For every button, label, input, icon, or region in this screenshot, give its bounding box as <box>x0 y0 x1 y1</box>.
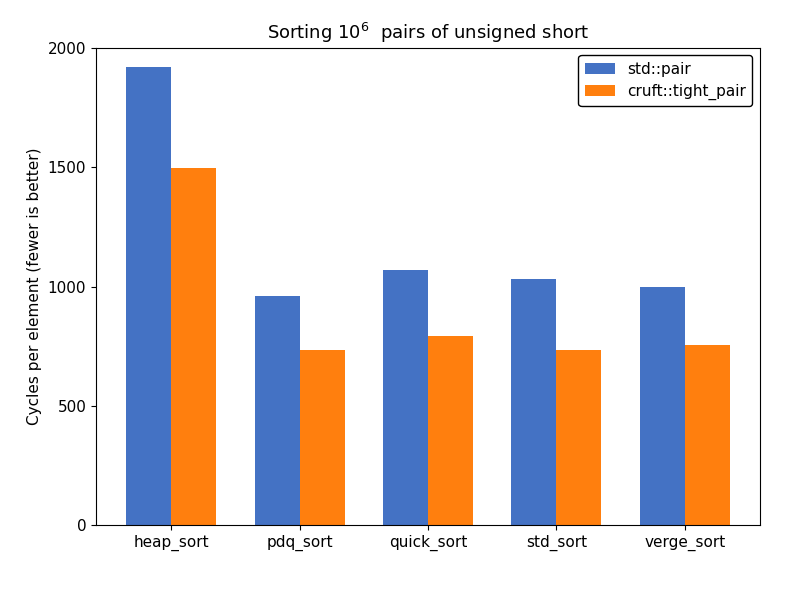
Bar <box>383 270 428 525</box>
Bar <box>254 296 299 525</box>
Bar <box>171 168 216 525</box>
Bar <box>126 67 171 525</box>
Bar <box>640 287 685 525</box>
Bar <box>557 350 602 525</box>
Bar <box>685 345 730 525</box>
Y-axis label: Cycles per element (fewer is better): Cycles per element (fewer is better) <box>27 148 42 425</box>
Bar <box>428 336 473 525</box>
Bar <box>299 350 345 525</box>
Bar <box>511 279 557 525</box>
Legend: std::pair, cruft::tight_pair: std::pair, cruft::tight_pair <box>578 56 752 106</box>
Title: Sorting $10^6$  pairs of unsigned short: Sorting $10^6$ pairs of unsigned short <box>266 21 590 45</box>
